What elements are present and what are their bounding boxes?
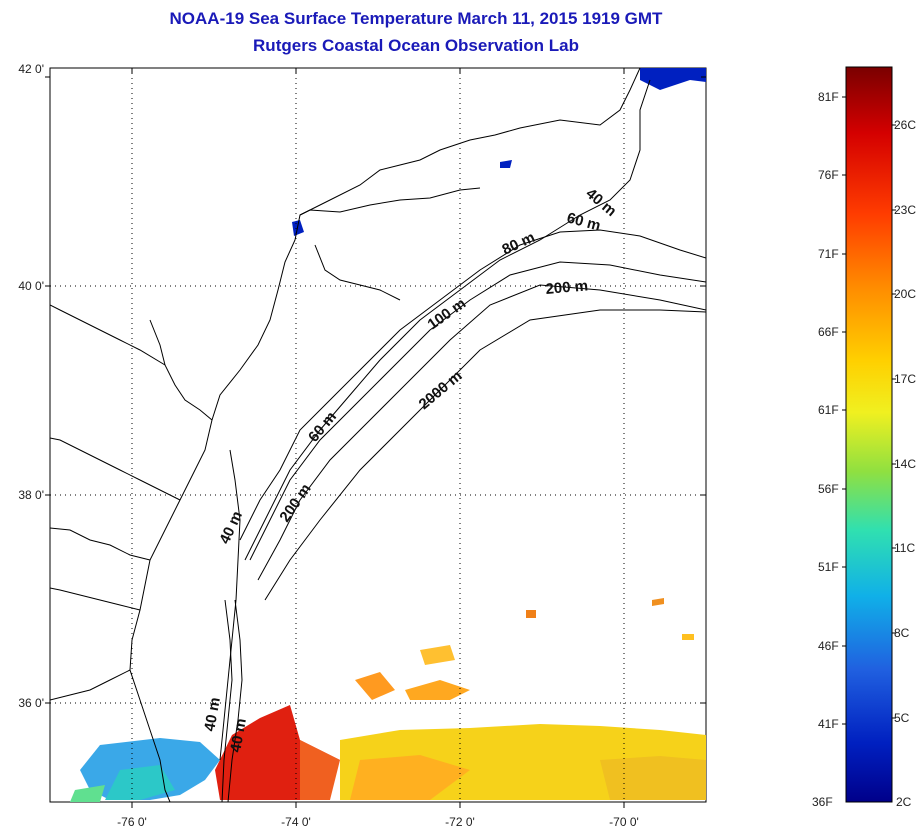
colorbar-f-label: 56F — [818, 482, 839, 496]
colorbar-f-label: 71F — [818, 247, 839, 261]
contour-label: 200 m — [545, 277, 589, 298]
isobaths — [221, 79, 706, 802]
colorbar-f-label: 66F — [818, 325, 839, 339]
contour-label: 40 m — [201, 696, 224, 733]
colorbar-c-label: 20C — [894, 287, 916, 301]
lon-labels: -76 0' -74 0' -72 0' -70 0' — [117, 815, 639, 829]
colorbar — [845, 66, 893, 803]
colorbar-c-label: 17C — [894, 372, 916, 386]
lat-tick-label: 38 0' — [18, 488, 44, 502]
map-subtitle: Rutgers Coastal Ocean Observation Lab — [253, 36, 579, 55]
lon-tick-label: -72 0' — [445, 815, 475, 829]
lon-tick-label: -76 0' — [117, 815, 147, 829]
colorbar-f-labels: 81F 76F 71F 66F 61F 56F 51F 46F 41F 36F — [812, 90, 839, 809]
sst-data — [70, 68, 706, 802]
colorbar-c-label: 26C — [894, 118, 916, 132]
colorbar-c-labels: 26C 23C 20C 17C 14C 11C 8C 5C 2C — [894, 118, 916, 809]
colorbar-f-label: 61F — [818, 403, 839, 417]
lat-labels: 42 0' 40 0' 38 0' 36 0' — [18, 62, 44, 710]
contour-label: 40 m — [227, 717, 250, 754]
map-title: NOAA-19 Sea Surface Temperature March 11… — [169, 9, 663, 28]
colorbar-f-label: 81F — [818, 90, 839, 104]
colorbar-c-label: 14C — [894, 457, 916, 471]
colorbar-f-label: 51F — [818, 560, 839, 574]
coastline — [50, 68, 641, 802]
lat-tick-label: 40 0' — [18, 279, 44, 293]
colorbar-c-label: 23C — [894, 203, 916, 217]
colorbar-c-label: 11C — [894, 541, 915, 555]
lat-tick-label: 42 0' — [18, 62, 44, 76]
lon-tick-label: -70 0' — [609, 815, 639, 829]
colorbar-f-label: 36F — [812, 795, 833, 809]
axis-ticks — [45, 68, 706, 808]
colorbar-ticks — [842, 96, 896, 725]
lat-tick-label: 36 0' — [18, 696, 44, 710]
colorbar-c-label: 2C — [896, 795, 912, 809]
colorbar-f-label: 41F — [818, 717, 839, 731]
colorbar-f-label: 46F — [818, 639, 839, 653]
colorbar-c-label: 8C — [894, 626, 910, 640]
colorbar-c-label: 5C — [894, 711, 910, 725]
lon-tick-label: -74 0' — [281, 815, 311, 829]
colorbar-f-label: 76F — [818, 168, 839, 182]
